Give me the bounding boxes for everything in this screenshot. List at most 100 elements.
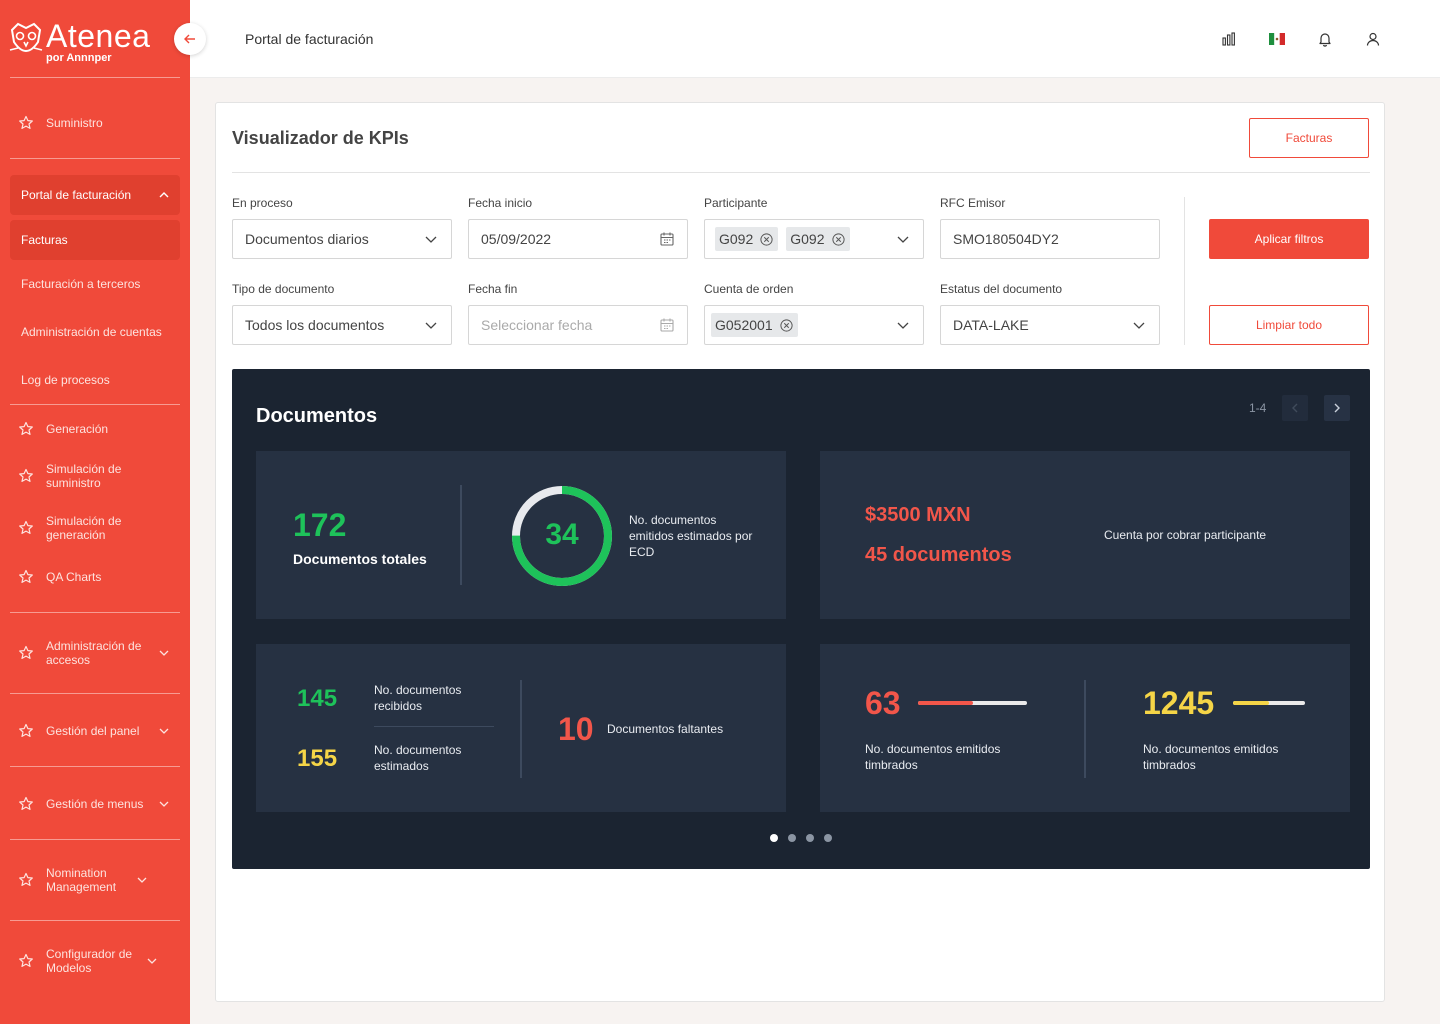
en-proceso-value: Documentos diarios	[245, 231, 369, 247]
sidebar-item-label: Administración de accesos	[46, 639, 142, 667]
estatus-select[interactable]: DATA-LAKE	[940, 305, 1160, 345]
aplicar-filtros-button[interactable]: Aplicar filtros	[1209, 219, 1369, 259]
atenea-logo[interactable]: Atenea por Annnper	[8, 18, 168, 68]
sidebar-divider	[10, 158, 180, 159]
sidebar-item-configurador-modelos[interactable]: Configurador de Modelos	[10, 947, 180, 975]
sidebar-item-gestion-menus[interactable]: Gestión de menus	[10, 796, 180, 812]
total-documentos-value: 172	[293, 507, 347, 543]
timbrados-right-bar	[1233, 701, 1305, 705]
cuenta-orden-multiselect[interactable]: G052001	[704, 305, 924, 345]
star-icon	[19, 872, 33, 886]
estatus-value: DATA-LAKE	[953, 317, 1029, 333]
prev-page-button[interactable]	[1282, 395, 1308, 421]
mexico-flag-icon[interactable]	[1267, 29, 1287, 49]
carousel-dot[interactable]	[770, 834, 778, 842]
tipo-documento-select[interactable]: Todos los documentos	[232, 305, 452, 345]
sidebar-subitem-facturas[interactable]: Facturas	[10, 220, 180, 260]
close-circle-icon[interactable]	[831, 232, 846, 247]
sidebar-item-administracion-accesos[interactable]: Administración de accesos	[10, 639, 180, 667]
chevron-down-icon	[897, 322, 909, 329]
sidebar-item-suministro[interactable]: Suministro	[10, 115, 180, 131]
chevron-left-icon	[1292, 403, 1298, 413]
facturas-button[interactable]: Facturas	[1249, 118, 1369, 158]
star-icon	[19, 115, 33, 129]
sidebar-subitem-administracion-cuentas[interactable]: Administración de cuentas	[10, 312, 180, 352]
participante-chip: G092	[715, 227, 779, 251]
fecha-inicio-input[interactable]: 05/09/2022	[468, 219, 688, 259]
fecha-fin-input[interactable]: Seleccionar fecha	[468, 305, 688, 345]
chart-icon[interactable]	[1219, 29, 1239, 49]
bell-icon[interactable]	[1315, 29, 1335, 49]
sidebar-item-gestion-panel[interactable]: Gestión del panel	[10, 723, 180, 739]
participante-label: Participante	[704, 196, 768, 210]
fecha-fin-label: Fecha fin	[468, 282, 518, 296]
kpi-tile-recibidos: 145 No. documentos recibidos 155 No. doc…	[256, 644, 786, 812]
sidebar-item-nomination-management[interactable]: Nomination Management	[10, 866, 180, 894]
close-circle-icon[interactable]	[759, 232, 774, 247]
user-icon[interactable]	[1363, 29, 1383, 49]
row-divider	[374, 726, 494, 727]
limpiar-todo-button[interactable]: Limpiar todo	[1209, 305, 1369, 345]
sidebar-subitem-log-procesos[interactable]: Log de procesos	[10, 360, 180, 400]
bar-fill	[1233, 701, 1269, 705]
timbrados-left-bar	[918, 701, 1027, 705]
star-icon	[19, 953, 33, 967]
chevron-down-icon	[425, 236, 437, 243]
participante-chip: G092	[786, 227, 850, 251]
faltantes-label: Documentos faltantes	[607, 722, 724, 736]
carousel-dot[interactable]	[788, 834, 796, 842]
kpi-tile-cuenta-cobrar: $3500 MXN 45 documentos Cuenta por cobra…	[820, 451, 1350, 619]
sidebar-subitem-facturacion-terceros[interactable]: Facturación a terceros	[10, 264, 180, 304]
carousel-dots	[770, 834, 832, 842]
chip-label: G092	[719, 231, 754, 247]
sidebar-item-generacion[interactable]: Generación	[10, 421, 180, 437]
ring-label: No. documentos emitidos estimados por EC…	[629, 513, 753, 559]
participante-multiselect[interactable]: G092 G092	[704, 219, 924, 259]
kpi-tile-timbrados: 63 No. documentos emitidos timbrados 124…	[820, 644, 1350, 812]
sidebar-item-simulacion-generacion[interactable]: Simulación de generación	[10, 514, 140, 542]
sidebar: Atenea por Annnper Suministro Portal de …	[0, 0, 190, 1024]
collapse-sidebar-button[interactable]	[174, 23, 206, 55]
top-header: Portal de facturación	[190, 0, 1440, 78]
sidebar-subitem-label: Facturación a terceros	[21, 277, 141, 291]
sidebar-item-label: Simulación de generación	[46, 514, 122, 542]
estatus-label: Estatus del documento	[940, 282, 1063, 296]
card-divider	[232, 172, 1370, 173]
tile-separator	[1084, 680, 1086, 778]
sidebar-item-portal-facturacion[interactable]: Portal de facturación	[10, 175, 180, 215]
cuenta-orden-chip: G052001	[711, 313, 798, 337]
chevron-right-icon	[1334, 403, 1340, 413]
star-icon	[19, 796, 33, 810]
sidebar-divider	[10, 404, 180, 405]
estimados-value: 155	[297, 745, 338, 772]
brand-name: Atenea	[46, 18, 151, 54]
timbrados-left-value: 63	[865, 685, 901, 721]
star-icon	[19, 645, 33, 659]
sidebar-item-simulacion-suministro[interactable]: Simulación de suministro	[10, 462, 140, 490]
carousel-dot[interactable]	[824, 834, 832, 842]
calendar-icon[interactable]	[659, 317, 675, 333]
sidebar-divider	[10, 612, 180, 613]
sidebar-item-label: Suministro	[46, 116, 103, 130]
carousel-dot[interactable]	[806, 834, 814, 842]
close-circle-icon[interactable]	[779, 318, 794, 333]
tipo-documento-label: Tipo de documento	[232, 282, 335, 296]
faltantes-value: 10	[558, 711, 594, 747]
sidebar-item-qa-charts[interactable]: QA Charts	[10, 569, 180, 585]
en-proceso-select[interactable]: Documentos diarios	[232, 219, 452, 259]
next-page-button[interactable]	[1324, 395, 1350, 421]
rfc-emisor-label: RFC Emisor	[940, 196, 1006, 210]
sidebar-item-label: Gestión del panel	[46, 724, 140, 738]
rfc-emisor-input[interactable]: SMO180504DY2	[940, 219, 1160, 259]
chevron-up-icon	[159, 192, 169, 198]
rfc-emisor-value: SMO180504DY2	[953, 231, 1059, 247]
en-proceso-label: En proceso	[232, 196, 293, 210]
estimados-label: No. documentos estimados	[374, 743, 462, 773]
filters-divider	[1184, 197, 1185, 345]
chevron-down-icon	[147, 958, 157, 964]
monto-value: $3500 MXN	[865, 504, 971, 526]
sidebar-subitem-label: Administración de cuentas	[21, 325, 162, 339]
calendar-icon[interactable]	[659, 231, 675, 247]
pager-range: 1-4	[1249, 401, 1267, 415]
sidebar-subitem-label: Log de procesos	[21, 373, 110, 387]
